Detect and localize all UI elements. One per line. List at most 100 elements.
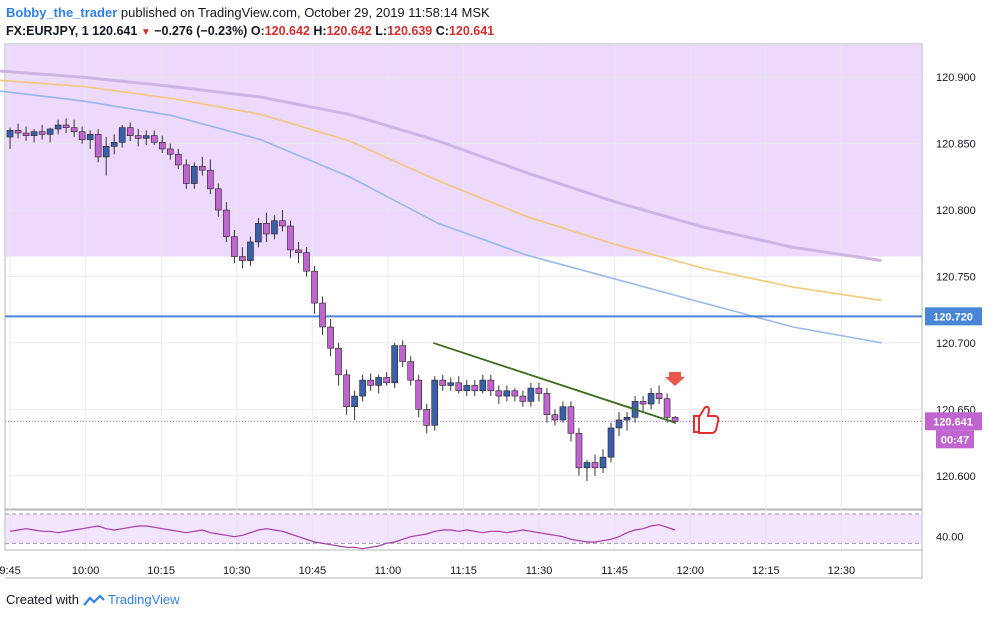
candle-body: [215, 188, 222, 211]
oscillator-band: [6, 514, 921, 544]
candle-body: [615, 419, 623, 429]
tradingview-link[interactable]: TradingView: [108, 592, 180, 607]
candle-body: [142, 135, 150, 139]
candle-body: [327, 326, 334, 349]
chart-canvas[interactable]: 40.00 120.900 120.850 120.800 120.750 120.70…: [0, 0, 988, 590]
trendline-layer: [432, 342, 676, 424]
candle-body: [271, 220, 278, 235]
x-tick-label: 10:30: [223, 565, 251, 577]
trendline: [432, 342, 676, 424]
high-label: H:: [313, 24, 327, 38]
candle-body: [255, 223, 262, 243]
candle-body: [343, 374, 350, 408]
candle-body: [303, 252, 310, 272]
low-value: 120.639: [387, 24, 433, 38]
candle-body: [391, 345, 398, 384]
y-tick-label: 120.900: [936, 72, 976, 84]
x-tick-label: 11:15: [450, 565, 477, 577]
candle-body: [279, 220, 286, 227]
candle-body: [311, 270, 318, 304]
y-tick-label: 120.700: [936, 338, 976, 350]
candle-body: [551, 414, 559, 421]
countdown-tag: [936, 430, 974, 449]
candle-body: [463, 385, 471, 392]
candle-body: [118, 127, 126, 143]
candle-body: [239, 256, 246, 261]
candle-body: [319, 302, 326, 328]
x-tick-label: 9:45: [0, 565, 21, 577]
candle-body: [399, 345, 406, 362]
candle-body: [639, 401, 647, 405]
candle-body: [46, 128, 54, 135]
publish-line: Bobby_the_trader published on TradingVie…: [6, 4, 494, 22]
x-tick-label: 10:00: [72, 565, 100, 577]
markers-layer: [665, 372, 720, 434]
candle-body: [503, 390, 511, 397]
candle-body: [559, 406, 567, 421]
candle-body: [583, 462, 591, 469]
y-tick-label: 120.850: [936, 139, 976, 151]
moving-average-line: [0, 90, 882, 344]
level-line-layer: [5, 315, 922, 422]
close-label: C:: [435, 24, 449, 38]
y-tick-label: 120.800: [936, 205, 976, 217]
thumbs-up-icon: [693, 405, 720, 434]
candle-body: [655, 393, 663, 400]
candle-body: [471, 385, 479, 392]
candle-body: [447, 382, 455, 386]
current-price-text: 120.641: [933, 416, 973, 428]
candle-body: [263, 223, 270, 235]
x-tick-label: 11:00: [375, 565, 402, 577]
candle-body: [415, 379, 423, 410]
candle-body: [199, 165, 206, 171]
grid-layer: [5, 44, 922, 550]
time-axis: 9:45 10:00 10:15 10:30 10:45 11:00 11:15 11:30 1…: [0, 565, 855, 577]
candle-body: [431, 379, 439, 426]
price-change: −0.276 (−0.23%): [154, 24, 248, 38]
x-tick-label: 12:00: [676, 565, 704, 577]
candle-body: [479, 379, 487, 392]
down-arrow-icon: ▼: [140, 27, 151, 38]
x-tick-label: 12:30: [828, 565, 856, 577]
candle-body: [191, 165, 198, 184]
candle-body: [110, 142, 118, 147]
candle-body: [623, 417, 631, 421]
candle-body: [487, 379, 495, 392]
candle-body: [102, 146, 110, 158]
tradingview-logo-icon: [82, 594, 105, 609]
publish-info: published on TradingView.com, October 29…: [120, 5, 490, 20]
candle-body: [247, 241, 254, 261]
high-value: 120.642: [326, 24, 372, 38]
x-tick-label: 11:30: [526, 565, 553, 577]
candle-body: [14, 130, 22, 134]
candle-body: [599, 456, 607, 469]
last-price: 120.641: [92, 24, 138, 38]
candle-body: [287, 225, 294, 251]
candle-body: [62, 124, 70, 128]
moving-average-line: [0, 79, 882, 302]
candle-body: [166, 148, 174, 155]
oscillator-level-label: 40.00: [936, 532, 964, 544]
open-label: O:: [250, 24, 265, 38]
moving-average-line: [0, 69, 882, 263]
candle-body: [335, 347, 342, 376]
ohlc-line: FX:EURJPY, 1 120.641 ▼ −0.276 (−0.23%) O…: [6, 22, 494, 42]
candle-body: [495, 390, 503, 397]
oscillator-layer: 40.00: [5, 513, 964, 550]
candle-body: [671, 417, 679, 422]
x-tick-label: 10:15: [147, 565, 175, 577]
candle-body: [158, 142, 166, 150]
countdown-text: 00:47: [941, 434, 969, 446]
candle-body: [183, 164, 190, 184]
footer: Created with TradingView: [6, 592, 180, 609]
level-price-tag: [925, 307, 982, 326]
sell-arrow-icon: [665, 372, 685, 386]
author-link[interactable]: Bobby_the_trader: [6, 5, 118, 20]
candle-body: [383, 377, 390, 384]
candle-body: [423, 409, 431, 426]
candles-layer: [6, 118, 679, 482]
candle-body: [54, 124, 62, 130]
candle-body: [94, 134, 102, 158]
current-price-tag: [925, 412, 982, 431]
candle-body: [455, 382, 463, 392]
